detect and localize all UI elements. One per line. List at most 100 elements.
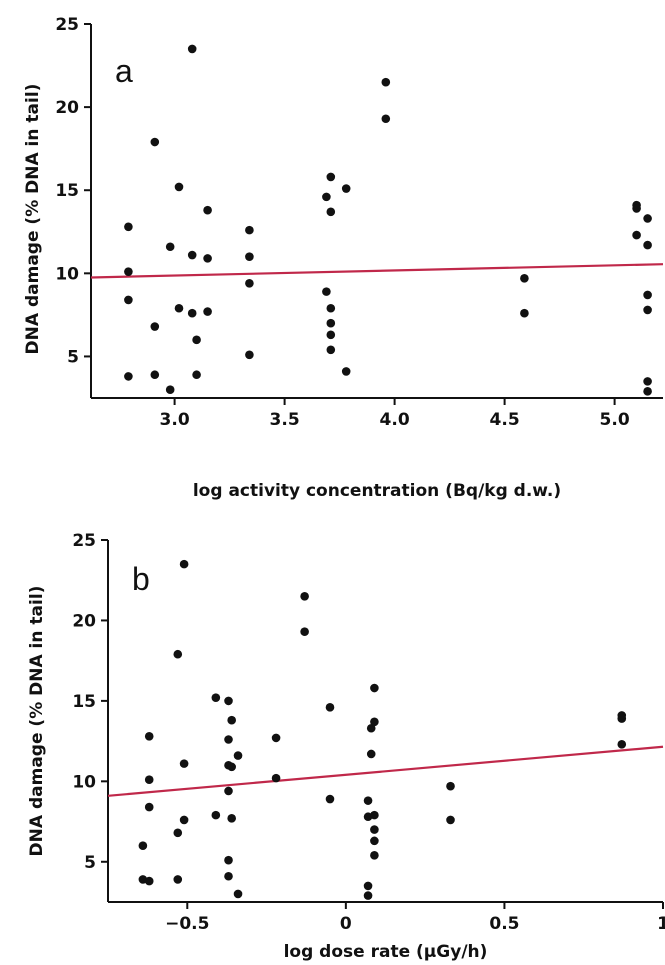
data-point: [326, 318, 336, 328]
data-point: [366, 749, 376, 759]
data-point: [179, 815, 189, 825]
data-point: [370, 717, 379, 727]
y-tick-label: 20: [55, 98, 79, 118]
x-tick-label: −0.5: [165, 914, 209, 934]
data-point: [192, 370, 201, 380]
data-point: [643, 214, 652, 223]
data-point: [520, 308, 529, 318]
data-point: [446, 781, 455, 791]
data-point: [227, 762, 236, 772]
y-tick-label: 5: [67, 347, 79, 367]
panel-label: b: [132, 561, 150, 597]
y-tick-label: 15: [72, 692, 96, 712]
data-point: [370, 825, 379, 834]
x-tick-label: 0.5: [489, 914, 519, 934]
regression-line: [107, 745, 664, 797]
data-point: [643, 377, 652, 386]
data-point: [271, 733, 281, 743]
x-tick-label: 3.5: [270, 410, 300, 430]
x-tick-label: 3.0: [160, 410, 190, 430]
regression-line: [90, 263, 664, 279]
data-point: [150, 370, 160, 380]
y-tick-label: 10: [55, 264, 79, 284]
data-point: [341, 367, 351, 376]
data-point: [322, 192, 331, 202]
data-point: [617, 740, 627, 749]
data-point: [179, 759, 189, 768]
data-point: [326, 303, 336, 313]
data-point: [370, 810, 379, 820]
data-point: [173, 828, 183, 838]
data-point: [370, 683, 379, 693]
data-point: [224, 735, 233, 744]
data-point: [363, 796, 373, 805]
data-point: [211, 810, 221, 820]
data-point: [150, 137, 160, 147]
data-point: [224, 871, 233, 881]
data-point: [233, 751, 243, 760]
data-point: [124, 267, 133, 276]
data-point: [179, 559, 189, 569]
data-point: [245, 350, 254, 360]
data-point: [643, 240, 652, 250]
data-point: [370, 851, 379, 860]
data-point: [381, 114, 391, 124]
data-point: [326, 207, 336, 217]
data-point: [271, 773, 281, 783]
data-point: [233, 889, 243, 899]
data-point: [144, 775, 154, 785]
x-tick-label: 0: [340, 914, 352, 934]
data-point: [227, 814, 236, 823]
data-point: [520, 274, 529, 283]
y-tick-label: 20: [72, 611, 96, 631]
data-point: [224, 786, 233, 796]
data-point: [144, 802, 154, 812]
data-point: [446, 815, 455, 825]
y-tick-label: 15: [55, 181, 79, 201]
data-point: [300, 592, 309, 601]
x-axis-label: log dose rate (µGy/h): [284, 942, 488, 962]
data-point: [203, 205, 212, 215]
data-point: [325, 794, 335, 804]
data-point: [187, 44, 197, 54]
x-tick-label: 4.5: [490, 410, 520, 430]
data-point: [224, 696, 233, 706]
data-point: [326, 330, 336, 340]
data-point: [326, 172, 336, 182]
data-point: [341, 184, 351, 193]
y-tick-label: 25: [55, 15, 79, 35]
data-point: [187, 308, 197, 318]
chart-panel-a: 5 10 15 20 25 3.0 3.5 4.0 4.5 5.0 a log activity co…: [23, 15, 664, 501]
data-point: [224, 855, 233, 865]
data-point: [617, 714, 627, 723]
data-point: [325, 703, 335, 712]
data-point: [144, 731, 154, 741]
data-point: [192, 335, 201, 345]
data-point: [643, 290, 652, 300]
data-point: [245, 225, 254, 235]
data-point: [124, 372, 133, 381]
data-point: [165, 242, 175, 252]
data-point: [174, 182, 184, 192]
data-point: [124, 295, 133, 305]
data-point: [144, 876, 154, 886]
data-point: [138, 841, 148, 850]
data-point: [203, 307, 212, 316]
y-axis-label: DNA damage (% DNA in tail): [27, 586, 47, 857]
x-axis-label: log activity concentration (Bq/kg d.w.): [193, 481, 561, 501]
data-point: [203, 254, 212, 263]
data-point: [632, 204, 641, 213]
data-point: [370, 836, 379, 846]
data-point: [632, 230, 641, 240]
data-point: [363, 891, 373, 900]
data-point: [300, 627, 309, 637]
y-axis-label: DNA damage (% DNA in tail): [23, 84, 43, 355]
data-point: [187, 250, 197, 260]
y-tick-label: 10: [72, 772, 96, 792]
data-point: [211, 693, 221, 702]
data-point: [643, 387, 652, 396]
data-point: [150, 322, 160, 331]
data-point: [363, 881, 373, 891]
data-point: [245, 279, 254, 288]
